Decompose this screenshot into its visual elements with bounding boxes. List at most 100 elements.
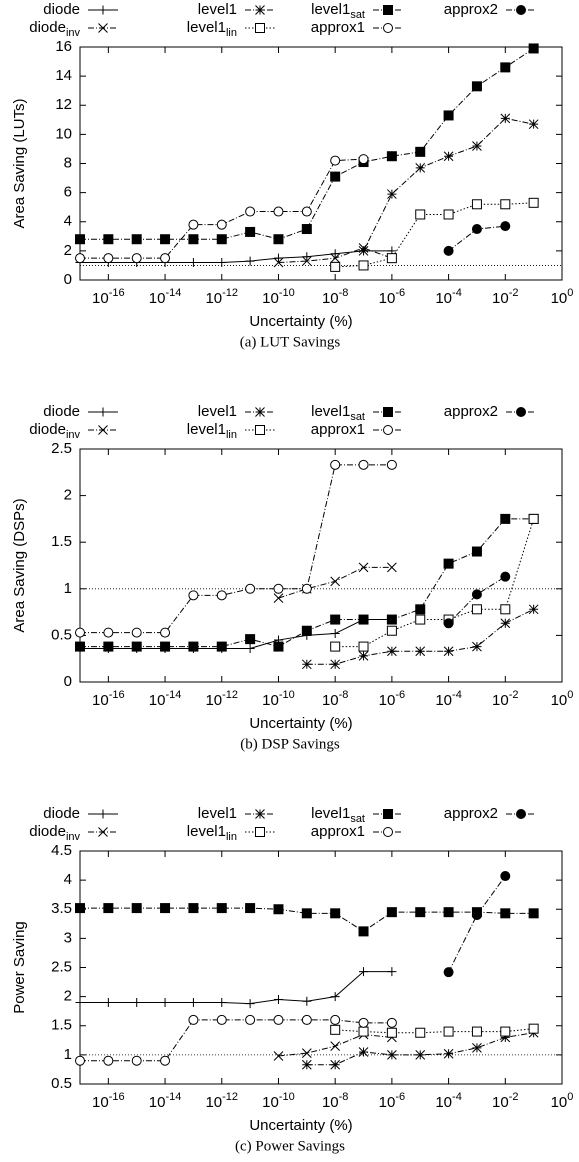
marker — [160, 641, 171, 652]
marker — [330, 614, 341, 625]
marker — [471, 589, 482, 600]
legend-name: diode — [29, 421, 66, 438]
x-tick-exponent: -14 — [165, 1091, 181, 1103]
marker — [245, 1014, 256, 1025]
x-tick-exponent: -6 — [395, 287, 405, 299]
x-tick-base: 10 — [205, 290, 222, 307]
marker — [75, 903, 85, 914]
x-tick-exponent: -2 — [509, 1091, 519, 1103]
marker — [330, 629, 340, 639]
legend-label: level1lin — [187, 421, 237, 441]
legend-marker — [255, 425, 265, 435]
x-tick-exponent: -4 — [452, 689, 462, 701]
x-tick-exponent: -16 — [109, 1091, 125, 1103]
legend-name: level1 — [187, 823, 226, 840]
x-tick-label: 10-12 — [205, 287, 238, 307]
x-tick-base: 10 — [262, 290, 279, 307]
marker — [471, 199, 482, 210]
y-tick-label: 1 — [64, 1046, 72, 1063]
legend-name: approx1 — [311, 19, 365, 36]
legend-name: approx1 — [311, 823, 365, 840]
marker — [245, 643, 255, 653]
marker — [330, 1059, 341, 1070]
marker — [75, 253, 85, 264]
marker — [500, 62, 511, 73]
y-tick-label: 2 — [64, 487, 72, 504]
marker — [528, 908, 539, 919]
marker — [415, 163, 426, 173]
marker — [443, 907, 454, 918]
legend-label: level1sat — [311, 805, 365, 825]
legend-marker — [98, 5, 108, 15]
x-tick-base: 10 — [205, 692, 222, 709]
x-tick-exponent: -8 — [339, 287, 349, 299]
marker — [217, 997, 227, 1007]
x-tick-base: 10 — [262, 1094, 279, 1111]
x-tick-base: 10 — [205, 1094, 222, 1111]
marker — [273, 583, 284, 594]
legend-marker — [383, 827, 393, 837]
x-tick-exponent: -10 — [279, 1091, 295, 1103]
y-tick-label: 4 — [64, 871, 72, 888]
y-tick-label: 14 — [55, 67, 72, 84]
x-tick-base: 10 — [435, 290, 452, 307]
x-tick-base: 10 — [379, 692, 396, 709]
marker — [387, 189, 397, 199]
series-line — [80, 250, 392, 264]
marker — [358, 1047, 369, 1057]
marker — [500, 1026, 511, 1037]
series-line — [363, 117, 534, 252]
x-tick-exponent: -12 — [222, 689, 238, 701]
marker — [216, 234, 227, 245]
marker — [386, 151, 397, 162]
marker — [301, 659, 312, 670]
marker — [188, 590, 199, 601]
marker — [245, 256, 255, 266]
marker — [443, 245, 454, 256]
legend-label: approx1 — [311, 823, 365, 840]
x-tick-exponent: -10 — [279, 689, 295, 701]
legend-label: diodeinv — [29, 823, 80, 843]
marker — [330, 641, 341, 652]
y-tick-label: 1 — [64, 580, 72, 597]
y-tick-label: 4.5 — [51, 842, 72, 859]
marker — [75, 1055, 85, 1066]
x-tick-label: 10-6 — [379, 287, 405, 307]
y-tick-label: 16 — [55, 38, 72, 55]
y-tick-label: 2.5 — [51, 440, 72, 457]
legend-marker — [516, 809, 526, 819]
legend-name: level1 — [187, 421, 226, 438]
legend-marker — [255, 407, 265, 417]
marker — [358, 1017, 369, 1028]
x-tick-label: 10-2 — [492, 1091, 518, 1111]
marker — [160, 627, 171, 638]
x-tick-exponent: -8 — [339, 1091, 349, 1103]
x-tick-label: 10-16 — [92, 287, 125, 307]
marker — [386, 625, 397, 636]
marker — [103, 903, 114, 914]
marker — [75, 627, 85, 638]
legend-label: level1lin — [187, 19, 237, 39]
marker — [330, 1041, 341, 1051]
legend-name: diode — [29, 823, 66, 840]
x-axis-label: Uncertainty (%) — [249, 313, 352, 330]
legend-subscript: lin — [226, 831, 237, 843]
plot-frame — [79, 850, 563, 1085]
marker — [273, 1051, 284, 1061]
marker — [330, 908, 341, 919]
legend-label: approx1 — [311, 19, 365, 36]
marker — [245, 634, 256, 645]
legend-name: level1 — [311, 805, 350, 822]
series-line — [80, 971, 392, 1005]
marker — [301, 1059, 312, 1070]
marker — [415, 907, 426, 918]
y-tick-label: 0.5 — [51, 626, 72, 643]
x-tick-base: 10 — [92, 290, 109, 307]
x-tick-label: 10-2 — [492, 689, 518, 709]
marker — [103, 253, 114, 264]
marker — [415, 146, 426, 157]
marker — [443, 151, 454, 162]
x-tick-base: 10 — [322, 692, 339, 709]
marker — [273, 904, 284, 915]
legend-marker — [383, 407, 393, 417]
